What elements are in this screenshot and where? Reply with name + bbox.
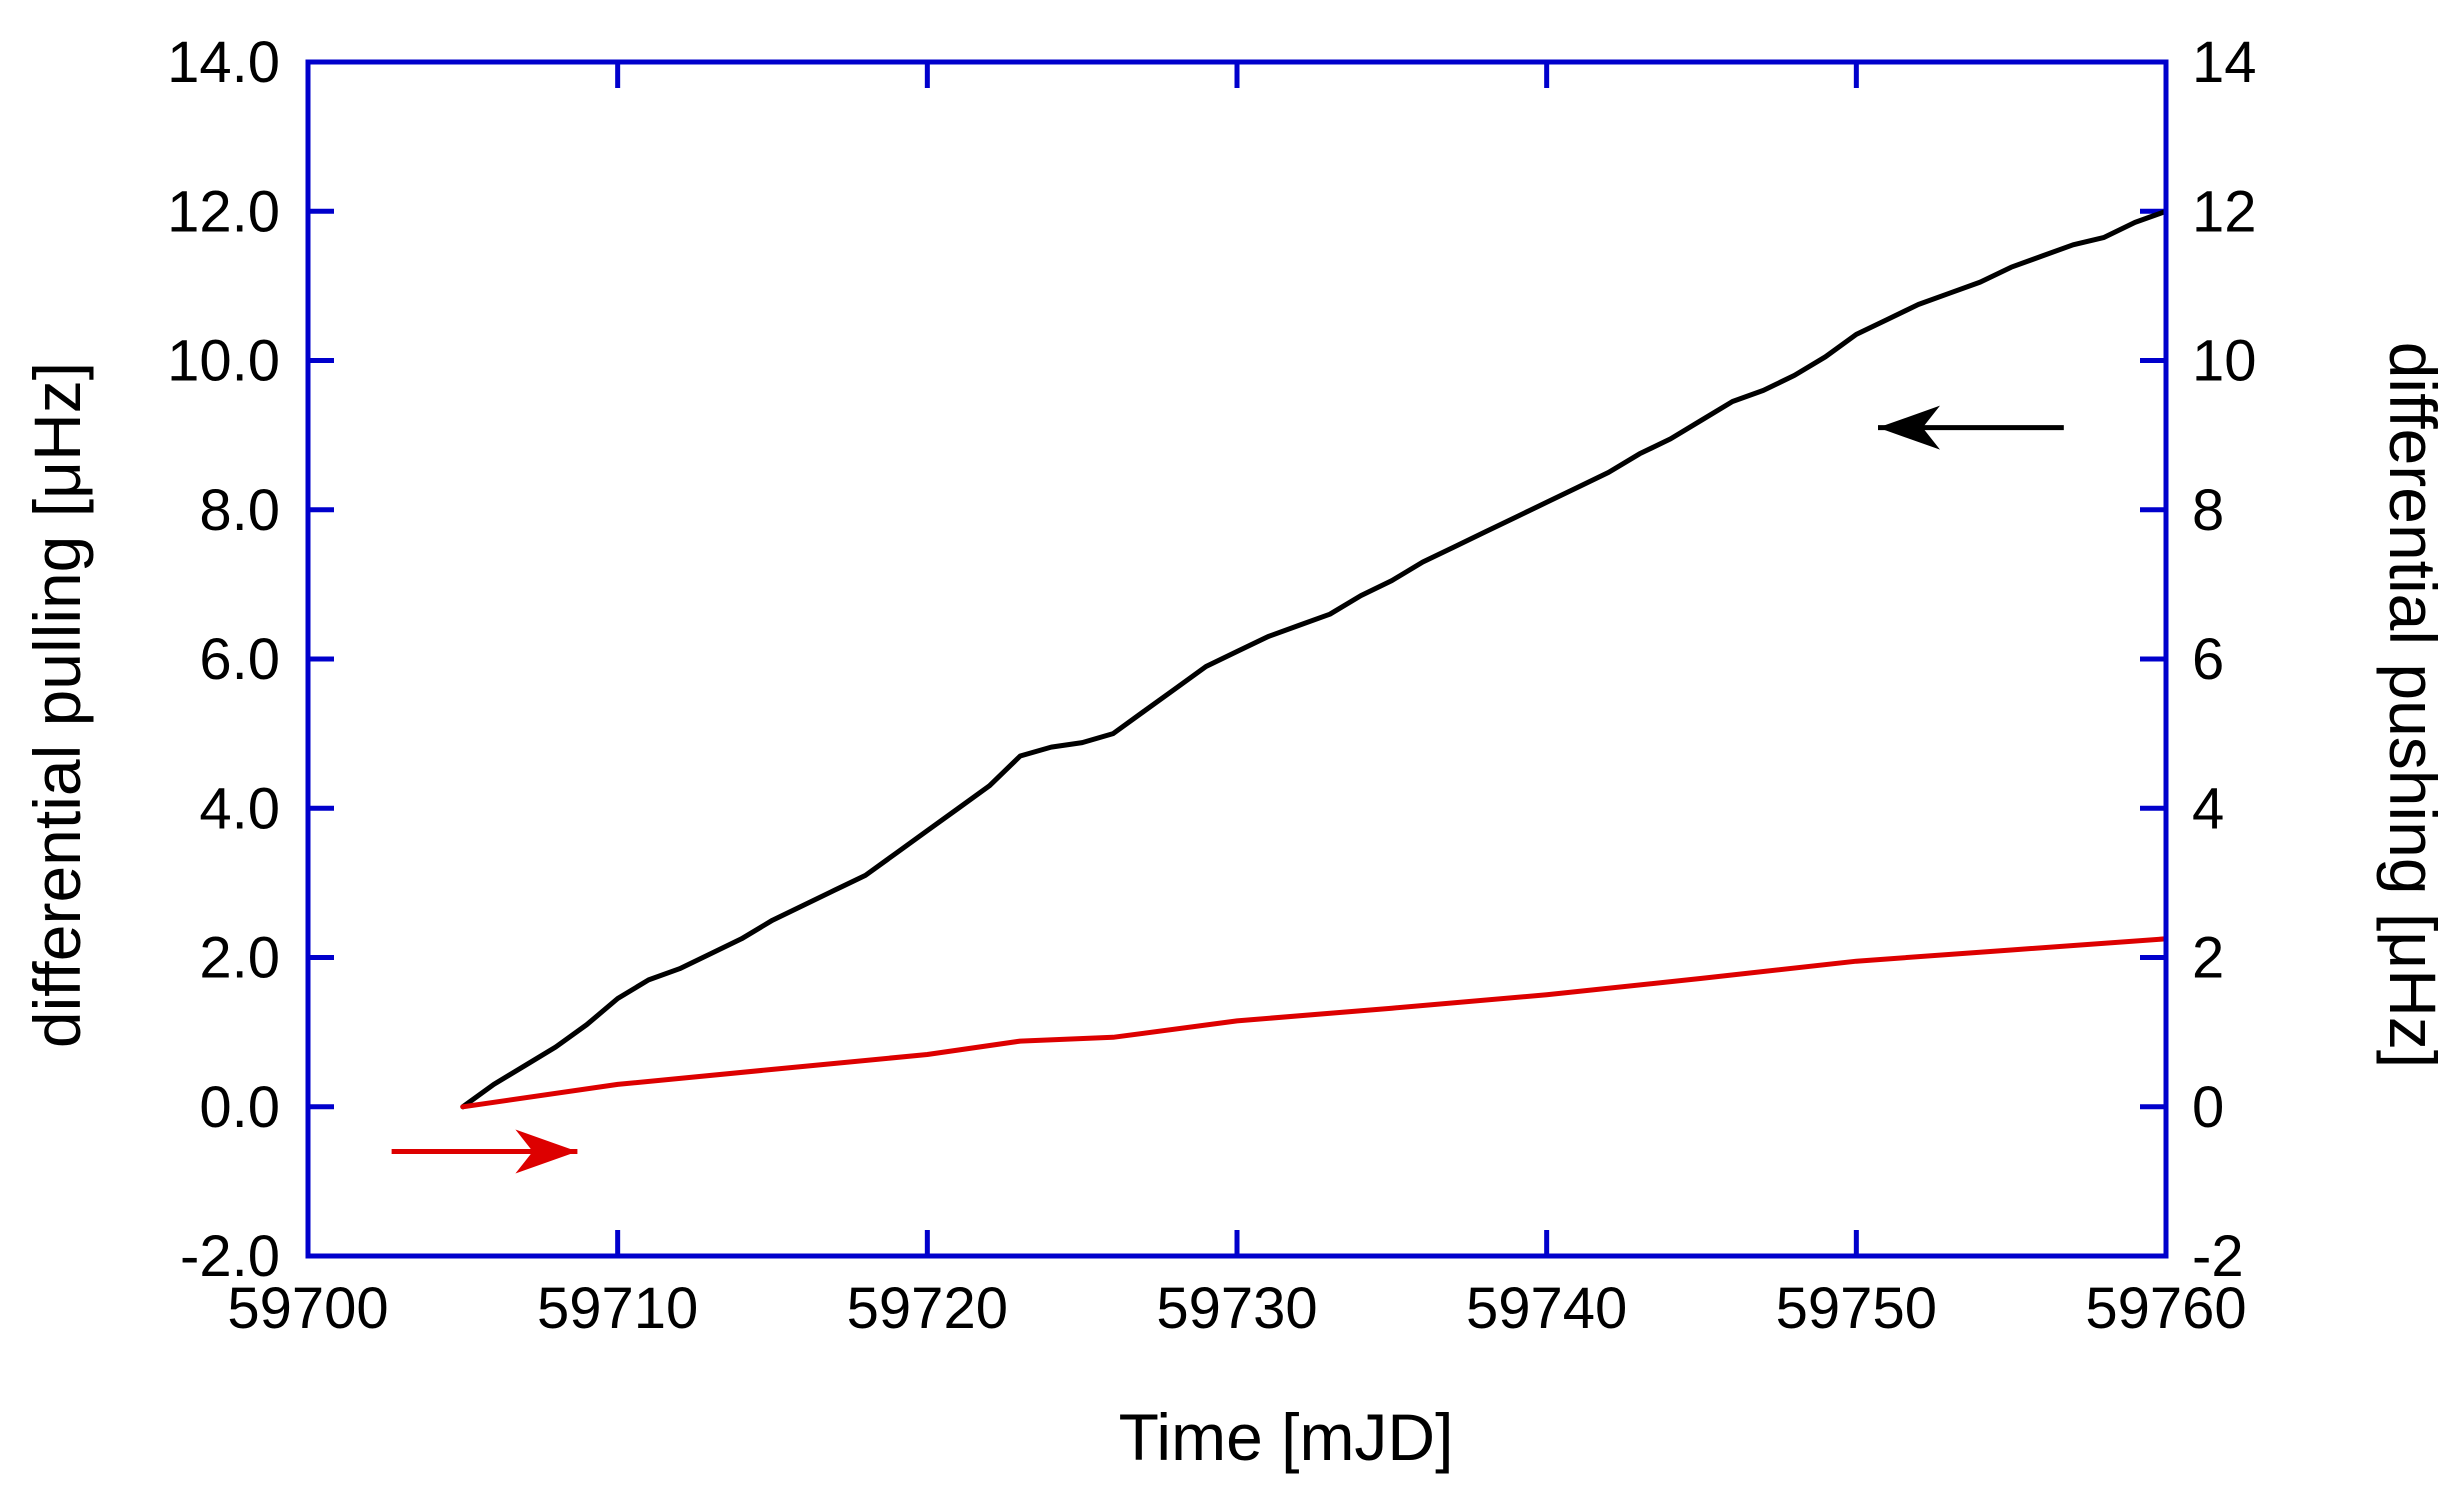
annotation-arrow-head [1878, 405, 1941, 450]
y-tick-label-left: 10.0 [167, 329, 280, 394]
y-tick-label-left: 14.0 [167, 30, 280, 95]
annotation-arrows [391, 405, 2064, 1174]
y-tick-label-left: 4.0 [199, 776, 280, 841]
annotation-arrow-head [515, 1129, 578, 1174]
x-tick-label: 59740 [1466, 1276, 1627, 1341]
right-axis-title: differential pushing [μHz] [2376, 342, 2450, 1069]
y-tick-label-right: 14 [2192, 30, 2257, 95]
y-tick-label-left: 0.0 [199, 1075, 280, 1140]
y-tick-label-left: 2.0 [199, 926, 280, 991]
x-tick-label: 59760 [2085, 1276, 2246, 1341]
pulling-series-line [460, 208, 2169, 1110]
y-tick-label-right: 2 [2192, 926, 2224, 991]
x-axis-title: Time [mJD] [1119, 1400, 1454, 1474]
pushing-series-line [460, 936, 2169, 1110]
y-tick-label-right: 6 [2192, 627, 2224, 692]
x-tick-label: 59700 [227, 1276, 388, 1341]
x-tick-label: 59730 [1156, 1276, 1317, 1341]
y-tick-label-left: 12.0 [167, 179, 280, 244]
x-tick-label: 59750 [1776, 1276, 1937, 1341]
y-tick-label-left: 6.0 [199, 627, 280, 692]
y-tick-label-right: 4 [2192, 776, 2224, 841]
y-tick-label-right: 10 [2192, 329, 2257, 394]
y-tick-label-left: 8.0 [199, 478, 280, 543]
plot-series [460, 208, 2169, 1110]
y-tick-label-right: -2 [2192, 1224, 2244, 1289]
axis-ticks [305, 59, 2169, 1259]
y-tick-label-right: 12 [2192, 179, 2257, 244]
y-tick-label-right: 8 [2192, 478, 2224, 543]
x-tick-label: 59710 [537, 1276, 698, 1341]
left-axis-title: differential pulling [μHz] [20, 362, 94, 1048]
plot-frame [305, 59, 2169, 1259]
y-tick-label-left: -2.0 [180, 1224, 280, 1289]
x-tick-label: 59720 [847, 1276, 1008, 1341]
y-tick-label-right: 0 [2192, 1075, 2224, 1140]
tick-labels: 59700 59710 59720 59730 59740 59750 59760 -2.0 0… [167, 30, 2256, 1341]
